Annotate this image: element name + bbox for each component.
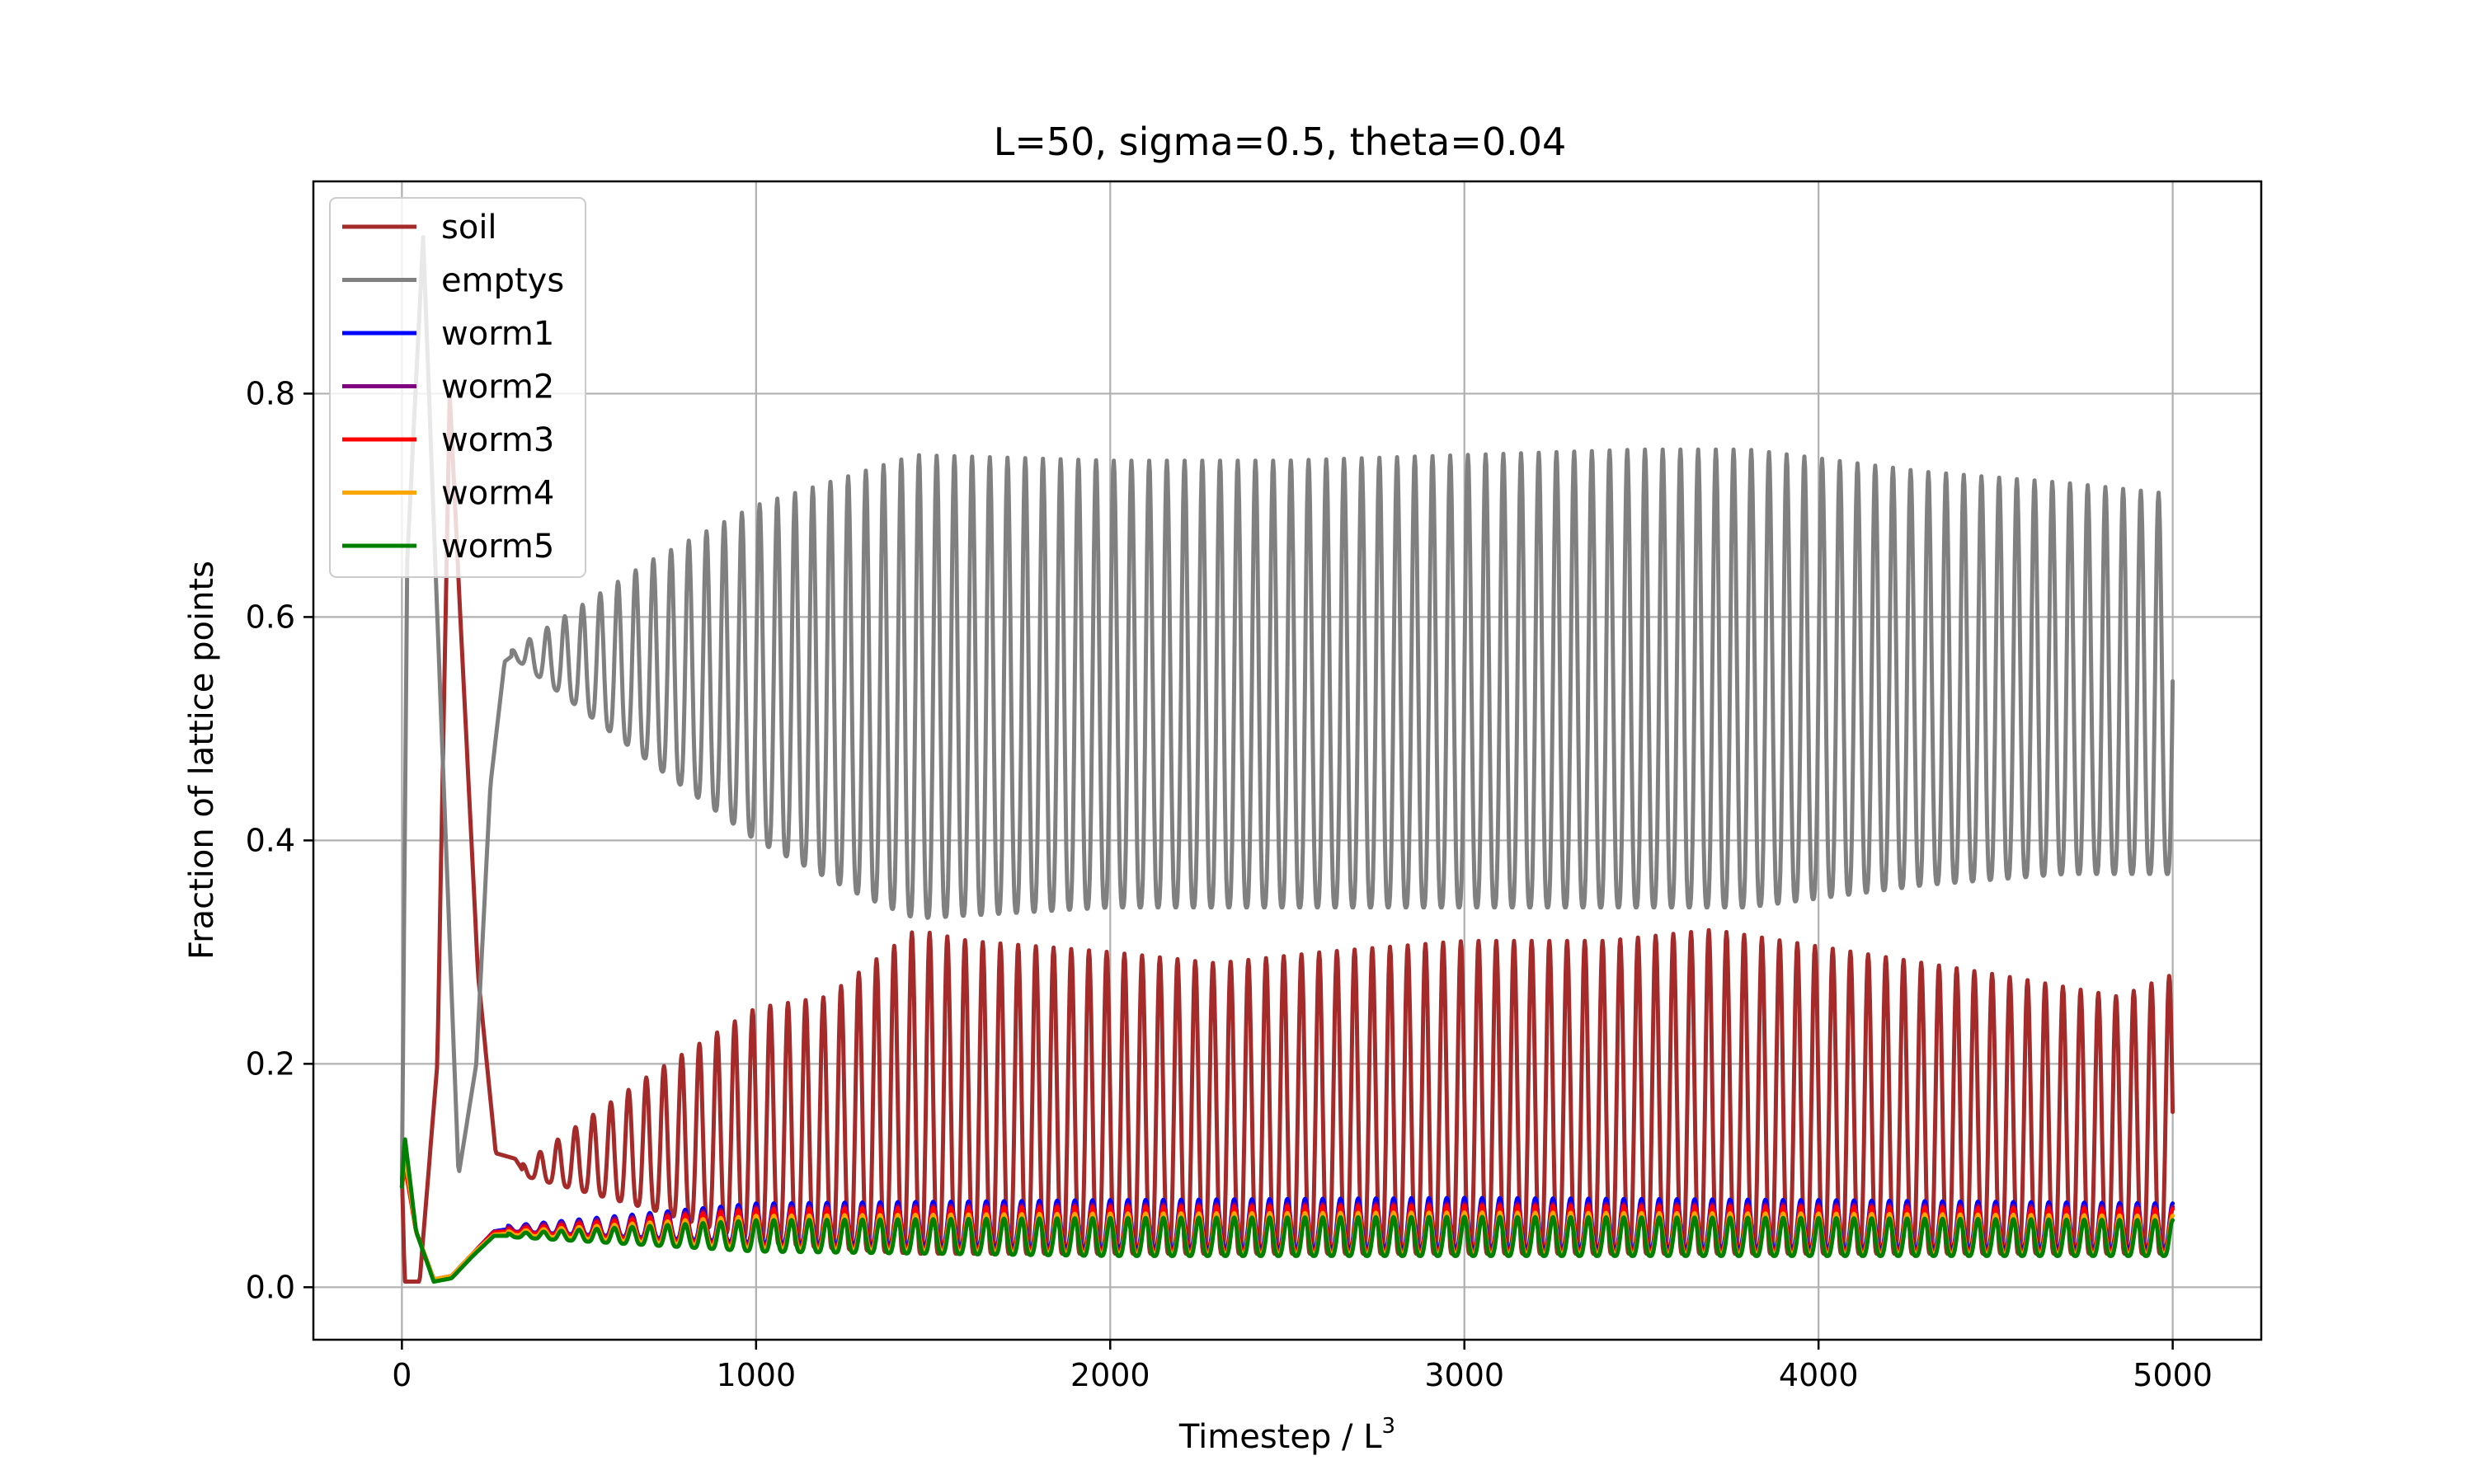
- series-line-worm5: [399, 1137, 2175, 1284]
- y-tick-label: 0.8: [246, 375, 295, 411]
- y-tick-label: 0.6: [246, 599, 295, 635]
- legend: soil emptys worm1 worm2 worm3 worm4 worm5: [329, 197, 586, 578]
- x-tick-label: 5000: [2133, 1357, 2213, 1393]
- legend-label-emptys: emptys: [441, 262, 564, 300]
- legend-label-soil: soil: [441, 209, 497, 247]
- y-tick-label: 0.0: [246, 1269, 295, 1305]
- series-line-emptys: [399, 235, 2175, 1178]
- plot-frame: [312, 180, 2263, 1341]
- y-axis-label: Fraction of lattice points: [183, 561, 221, 960]
- legend-label-worm3: worm3: [441, 421, 554, 459]
- x-tick-label: 1000: [716, 1357, 796, 1393]
- legend-label-worm4: worm4: [441, 475, 554, 513]
- y-tick-label: 0.2: [246, 1045, 295, 1082]
- x-tick-label: 3000: [1424, 1357, 1504, 1393]
- x-tick-label: 0: [392, 1357, 412, 1393]
- axis-ticks: 0 1000 2000 3000 4000 5000 0.0 0.2 0.4 0.6 0.8: [246, 375, 2213, 1393]
- y-tick-label: 0.4: [246, 822, 295, 858]
- legend-label-worm1: worm1: [441, 315, 554, 353]
- chart-title: L=50, sigma=0.5, theta=0.04: [994, 120, 1567, 164]
- x-tick-label: 4000: [1779, 1357, 1859, 1393]
- plot-series: [399, 235, 2175, 1284]
- legend-label-worm2: worm2: [441, 369, 554, 406]
- legend-box: [329, 197, 586, 578]
- legend-label-worm5: worm5: [441, 528, 554, 566]
- x-axis-label: Timestep / L3: [1178, 1414, 1395, 1456]
- x-tick-label: 2000: [1070, 1357, 1150, 1393]
